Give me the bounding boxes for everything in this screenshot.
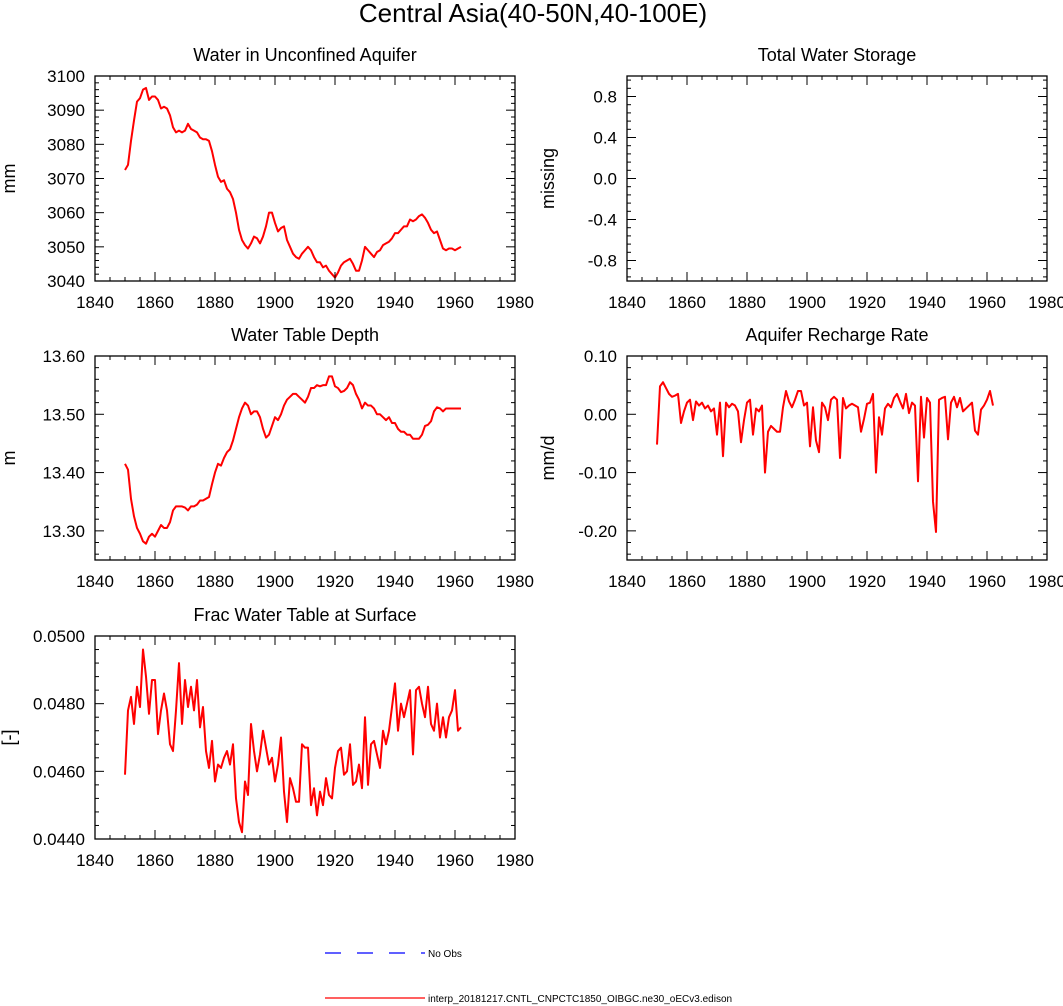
x-tick-label-1940: 1940 (376, 572, 414, 591)
y-tick-label-0-0: 0.0 (593, 170, 617, 189)
x-tick-label-1900: 1900 (788, 293, 826, 312)
plot-title: Frac Water Table at Surface (193, 605, 416, 625)
y-axis-label: [-] (0, 730, 19, 746)
x-tick-label-1980: 1980 (496, 293, 534, 312)
plot-title: Aquifer Recharge Rate (745, 325, 928, 345)
x-tick-label-1880: 1880 (196, 851, 234, 870)
y-tick-label-0-4: -0.4 (588, 211, 617, 230)
series-line-0 (124, 375, 461, 545)
plot-title: Water Table Depth (231, 325, 379, 345)
y-tick-label-13-30: 13.30 (42, 522, 85, 541)
panel-water-table-depth: Water Table Depth m 1840 1860 1880 1900 1920 19… (0, 325, 534, 591)
x-tick-label-1940: 1940 (376, 293, 414, 312)
x-tick-label-1900: 1900 (256, 572, 294, 591)
y-tick-label-3090: 3090 (47, 101, 85, 120)
x-tick-label-1960: 1960 (436, 572, 474, 591)
x-tick-label-1860: 1860 (668, 293, 706, 312)
x-tick-label-1840: 1840 (76, 293, 114, 312)
x-tick-label-1940: 1940 (908, 293, 946, 312)
plot-title: Total Water Storage (758, 45, 916, 65)
y-tick-label-3040: 3040 (47, 272, 85, 291)
y-tick-label-0-20: -0.20 (578, 522, 617, 541)
x-tick-label-1840: 1840 (608, 572, 646, 591)
x-tick-label-1900: 1900 (256, 293, 294, 312)
x-tick-label-1920: 1920 (316, 572, 354, 591)
x-tick-label-1980: 1980 (1028, 293, 1063, 312)
x-tick-label-1980: 1980 (1028, 572, 1063, 591)
x-tick-label-1920: 1920 (848, 293, 886, 312)
y-tick-label-0-8: -0.8 (588, 252, 617, 271)
x-tick-label-1880: 1880 (196, 572, 234, 591)
legend-label-no-obs: No Obs (428, 949, 462, 960)
x-tick-label-1840: 1840 (76, 851, 114, 870)
panel-aquifer-recharge-rate: Aquifer Recharge Rate mm/d 1840 1860 1880 190… (538, 325, 1063, 591)
y-tick-label-0-0440: 0.0440 (33, 830, 85, 849)
x-tick-label-1860: 1860 (668, 572, 706, 591)
plot-frame (626, 75, 1048, 282)
panel-frac-water-table-at-surface: Frac Water Table at Surface [-] 1840 1860 18… (0, 605, 534, 870)
y-tick-label-0-8: 0.8 (593, 88, 617, 107)
y-tick-label-13-50: 13.50 (42, 405, 85, 424)
y-tick-label-3060: 3060 (47, 204, 85, 223)
y-tick-label-3050: 3050 (47, 238, 85, 257)
plot-frame (626, 355, 1048, 561)
x-tick-label-1920: 1920 (848, 572, 886, 591)
x-tick-label-1920: 1920 (316, 293, 354, 312)
x-tick-label-1860: 1860 (136, 572, 174, 591)
x-tick-label-1980: 1980 (496, 851, 534, 870)
y-tick-label-3080: 3080 (47, 135, 85, 154)
x-tick-label-1900: 1900 (256, 851, 294, 870)
panel-total-water-storage: Total Water Storage missing 1840 1860 1880 19… (538, 45, 1063, 312)
y-tick-label-3100: 3100 (47, 67, 85, 86)
y-tick-label-0-0500: 0.0500 (33, 627, 85, 646)
x-tick-label-1840: 1840 (608, 293, 646, 312)
x-tick-label-1940: 1940 (908, 572, 946, 591)
x-tick-label-1940: 1940 (376, 851, 414, 870)
y-axis-label: mm/d (538, 436, 558, 481)
x-tick-label-1960: 1960 (436, 293, 474, 312)
y-axis-label: mm (0, 164, 19, 194)
y-tick-label-3070: 3070 (47, 170, 85, 189)
panel-water-in-unconfined-aquifer: Water in Unconfined Aquifer mm 1840 1860 188… (0, 45, 534, 312)
x-tick-label-1920: 1920 (316, 851, 354, 870)
y-tick-label-0-0460: 0.0460 (33, 762, 85, 781)
x-tick-label-1980: 1980 (496, 572, 534, 591)
plot-frame (94, 635, 516, 840)
series-line-0 (124, 648, 462, 834)
y-axis-label: m (0, 451, 19, 466)
x-tick-label-1840: 1840 (76, 572, 114, 591)
x-tick-label-1880: 1880 (196, 293, 234, 312)
plot-title: Water in Unconfined Aquifer (193, 45, 416, 65)
series-line-0 (124, 86, 462, 279)
legend-label-model: interp_20181217.CNTL_CNPCTC1850_OIBGC.ne… (428, 994, 732, 1005)
x-tick-label-1880: 1880 (728, 293, 766, 312)
x-tick-label-1900: 1900 (788, 572, 826, 591)
y-tick-label-13-40: 13.40 (42, 464, 85, 483)
x-tick-label-1960: 1960 (436, 851, 474, 870)
x-tick-label-1960: 1960 (968, 293, 1006, 312)
legend: No Obs interp_20181217.CNTL_CNPCTC1850_O… (325, 949, 732, 1005)
y-tick-label-13-60: 13.60 (42, 347, 85, 366)
x-tick-label-1880: 1880 (728, 572, 766, 591)
y-tick-label-0-00: 0.00 (584, 405, 617, 424)
y-tick-label-0-10: -0.10 (578, 464, 617, 483)
y-axis-label: missing (538, 148, 558, 209)
x-tick-label-1960: 1960 (968, 572, 1006, 591)
y-tick-label-0-10: 0.10 (584, 347, 617, 366)
x-tick-label-1860: 1860 (136, 851, 174, 870)
series-line-0 (656, 381, 994, 534)
y-tick-label-0-0480: 0.0480 (33, 695, 85, 714)
x-tick-label-1860: 1860 (136, 293, 174, 312)
figure-title: Central Asia(40-50N,40-100E) (359, 0, 707, 28)
y-tick-label-0-4: 0.4 (593, 129, 617, 148)
